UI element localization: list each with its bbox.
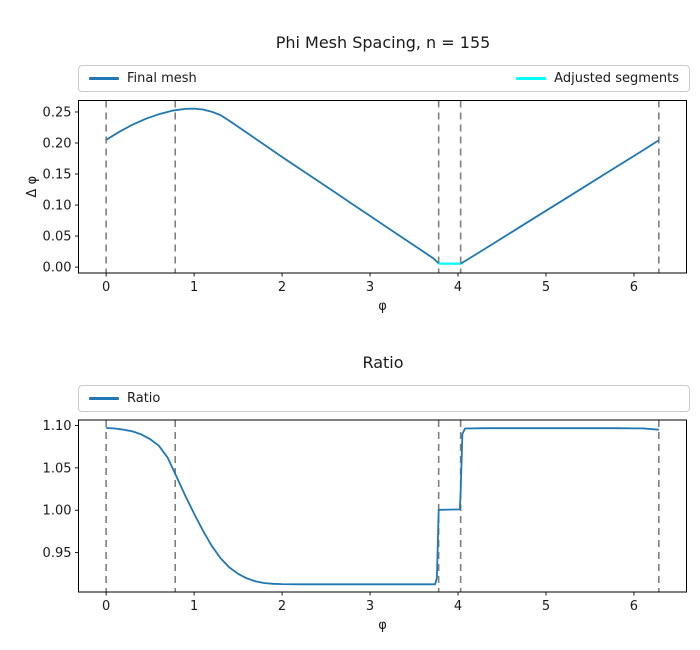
x-tick-label: 5 [542, 599, 550, 614]
x-tick-label: 3 [366, 599, 374, 614]
top-plot-axes: 0 1 2 3 4 5 6 0.00 0.05 0.10 0.15 0.20 0.25 φ Δ φ [25, 100, 687, 314]
y-tick-label: 0.15 [43, 168, 72, 183]
x-tick-label: 2 [278, 599, 286, 614]
series-final-mesh [105, 107, 660, 265]
y-tick-label: 1.00 [43, 504, 72, 519]
x-tick-label: 4 [454, 599, 462, 614]
series-ratio [106, 427, 659, 586]
legend-entry-adjusted-segments: Adjusted segments [516, 72, 679, 85]
legend-label-final-mesh: Final mesh [127, 71, 197, 86]
x-tick-label: 6 [630, 280, 638, 295]
axes-frame [78, 419, 687, 593]
x-tick-label: 3 [366, 280, 374, 295]
adjusted-segments-line-swatch [516, 77, 547, 80]
x-tick-label: 6 [630, 599, 638, 614]
y-tick-label: 0.95 [43, 546, 72, 561]
x-tick-label: 1 [190, 280, 198, 295]
x-axis-label: φ [378, 618, 387, 633]
bottom-plot-legend: Ratio [78, 385, 690, 412]
x-tick-label: 4 [454, 280, 462, 295]
y-tick-label: 0.00 [43, 261, 72, 276]
x-axis-label: φ [378, 299, 387, 314]
y-tick-label: 0.25 [43, 105, 72, 120]
y-tick-label: 0.05 [43, 230, 72, 245]
x-tick-label: 0 [102, 599, 110, 614]
ratio-line-swatch [89, 397, 119, 400]
x-tick-label: 1 [190, 599, 198, 614]
axes-frame [78, 100, 687, 274]
legend-entry-final-mesh: Final mesh [89, 72, 197, 85]
legend-entry-ratio: Ratio [89, 392, 160, 405]
bottom-plot-title: Ratio [362, 353, 404, 372]
final-mesh-line-swatch [89, 77, 119, 80]
bottom-plot-axes: 0 1 2 3 4 5 6 0.95 1.00 1.05 1.10 φ [43, 419, 687, 633]
y-tick-label: 0.20 [43, 137, 72, 152]
top-plot-title: Phi Mesh Spacing, n = 155 [275, 33, 491, 52]
y-tick-label: 0.10 [43, 199, 72, 214]
top-plot-legend: Final mesh Adjusted segments [78, 65, 690, 92]
y-tick-label: 1.10 [43, 419, 72, 434]
x-tick-label: 0 [102, 280, 110, 295]
legend-label-adjusted-segments: Adjusted segments [554, 71, 679, 86]
x-tick-label: 2 [278, 280, 286, 295]
legend-label-ratio: Ratio [127, 391, 161, 406]
x-tick-label: 5 [542, 280, 550, 295]
y-axis-label: Δ φ [25, 176, 40, 198]
y-tick-label: 1.05 [43, 461, 72, 476]
